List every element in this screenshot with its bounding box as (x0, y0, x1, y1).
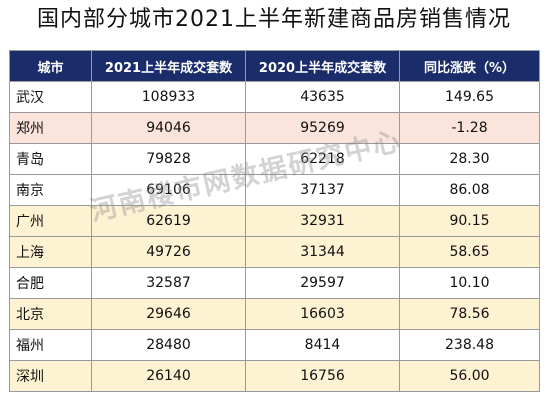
table-row: 北京 29646 16603 78.56 (9, 298, 540, 330)
sales-2021-cell: 94046 (91, 112, 246, 144)
table-row: 青岛 79828 62218 28.30 (9, 143, 540, 175)
sales-2021-cell: 49726 (91, 236, 246, 268)
sales-2020-cell: 8414 (245, 329, 400, 361)
sales-2020-cell: 16756 (245, 360, 400, 392)
header-yoy-change: 同比涨跌（%） (399, 50, 540, 82)
city-cell: 深圳 (9, 360, 92, 392)
yoy-change-cell: 86.08 (399, 174, 540, 206)
header-2021-sales: 2021上半年成交套数 (91, 50, 246, 82)
table-body: 武汉 108933 43635 149.65 郑州 94046 95269 -1.28 青岛 79… (9, 81, 540, 392)
yoy-change-cell: 28.30 (399, 143, 540, 175)
sales-2021-cell: 62619 (91, 205, 246, 237)
table-row: 南京 69106 37137 86.08 (9, 174, 540, 206)
header-2020-sales: 2020上半年成交套数 (245, 50, 400, 82)
yoy-change-cell: 90.15 (399, 205, 540, 237)
yoy-change-cell: 10.10 (399, 267, 540, 299)
sales-2021-cell: 28480 (91, 329, 246, 361)
sales-2021-cell: 26140 (91, 360, 246, 392)
table-row: 福州 28480 8414 238.48 (9, 329, 540, 361)
city-cell: 武汉 (9, 81, 92, 113)
yoy-change-cell: 149.65 (399, 81, 540, 113)
table-row: 广州 62619 32931 90.15 (9, 205, 540, 237)
table-row: 武汉 108933 43635 149.65 (9, 81, 540, 113)
table-row: 合肥 32587 29597 10.10 (9, 267, 540, 299)
yoy-change-cell: 56.00 (399, 360, 540, 392)
sales-2021-cell: 79828 (91, 143, 246, 175)
sales-2020-cell: 37137 (245, 174, 400, 206)
city-cell: 青岛 (9, 143, 92, 175)
sales-2021-cell: 32587 (91, 267, 246, 299)
city-cell: 合肥 (9, 267, 92, 299)
sales-2020-cell: 31344 (245, 236, 400, 268)
sales-2021-cell: 29646 (91, 298, 246, 330)
sales-2020-cell: 16603 (245, 298, 400, 330)
city-cell: 广州 (9, 205, 92, 237)
sales-2021-cell: 69106 (91, 174, 246, 206)
yoy-change-cell: 78.56 (399, 298, 540, 330)
sales-2020-cell: 95269 (245, 112, 400, 144)
table-row: 郑州 94046 95269 -1.28 (9, 112, 540, 144)
table-header-row: 城市 2021上半年成交套数 2020上半年成交套数 同比涨跌（%） (9, 50, 540, 82)
city-cell: 福州 (9, 329, 92, 361)
city-cell: 南京 (9, 174, 92, 206)
header-city: 城市 (9, 50, 92, 82)
table-row: 上海 49726 31344 58.65 (9, 236, 540, 268)
sales-2021-cell: 108933 (91, 81, 246, 113)
sales-2020-cell: 32931 (245, 205, 400, 237)
city-cell: 北京 (9, 298, 92, 330)
page-title: 国内部分城市2021上半年新建商品房销售情况 (37, 7, 511, 32)
sales-2020-cell: 43635 (245, 81, 400, 113)
city-cell: 上海 (9, 236, 92, 268)
sales-2020-cell: 29597 (245, 267, 400, 299)
yoy-change-cell: 58.65 (399, 236, 540, 268)
sales-table: 城市 2021上半年成交套数 2020上半年成交套数 同比涨跌（%） 武汉 108… (9, 50, 540, 392)
table-row: 深圳 26140 16756 56.00 (9, 360, 540, 392)
sales-2020-cell: 62218 (245, 143, 400, 175)
city-cell: 郑州 (9, 112, 92, 144)
yoy-change-cell: 238.48 (399, 329, 540, 361)
yoy-change-cell: -1.28 (399, 112, 540, 144)
